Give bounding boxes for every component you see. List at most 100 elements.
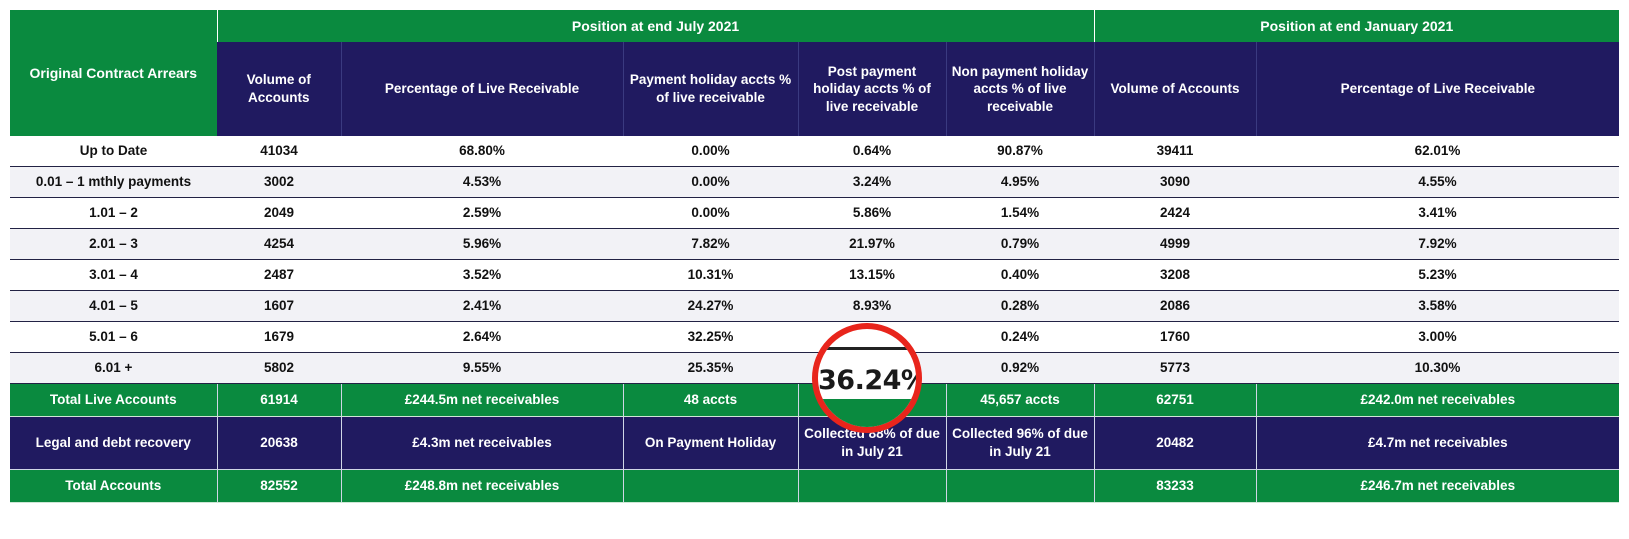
cell: 2.59% — [341, 197, 623, 229]
cell: 10.31% — [623, 259, 798, 291]
cell: 4.95% — [946, 166, 1095, 198]
cell: 3.52% — [341, 259, 623, 291]
arrears-table: Original Contract Arrears Position at en… — [10, 10, 1620, 503]
cell: 25.35% — [623, 352, 798, 384]
cell: On Payment Holiday — [622, 416, 798, 470]
cell: 1679 — [217, 321, 341, 353]
cell: 4.55% — [1256, 166, 1620, 198]
cell: 2.41% — [341, 290, 623, 322]
cell: 0.28% — [946, 290, 1095, 322]
row-label: 5.01 – 6 — [10, 321, 217, 353]
cell: 3.58% — [1256, 290, 1620, 322]
header-col-percentage-january: Percentage of Live Receivable — [1255, 42, 1620, 136]
cell: 0.92% — [946, 352, 1095, 384]
cell: 3090 — [1094, 166, 1257, 198]
row-label: 4.01 – 5 — [10, 290, 217, 322]
row-label: 1.01 – 2 — [10, 197, 217, 229]
cell: 4254 — [217, 228, 341, 260]
cell: 20482 — [1093, 416, 1257, 470]
cell: 83233 — [1093, 469, 1257, 503]
cell: 0.64% — [798, 136, 946, 167]
cell: 13.15% — [798, 259, 946, 291]
table-row: 0.01 – 1 mthly payments 3002 4.53% 0.00%… — [10, 166, 1620, 198]
cell: £4.3m net receivables — [340, 416, 623, 470]
table-row: 2.01 – 3 4254 5.96% 7.82% 21.97% 0.79% 4… — [10, 228, 1620, 260]
header-columns-row: Volume of Accounts Percentage of Live Re… — [10, 42, 1620, 136]
magnified-value: 36.24% — [818, 365, 922, 396]
row-label: 2.01 – 3 — [10, 228, 217, 260]
cell: 41034 — [217, 136, 341, 167]
row-label: 0.01 – 1 mthly payments — [10, 166, 217, 198]
total-accounts-row: Total Accounts 82552 £248.8m net receiva… — [10, 469, 1620, 503]
cell: 3.24% — [798, 166, 946, 198]
cell: 5773 — [1094, 352, 1257, 384]
cell: 3208 — [1094, 259, 1257, 291]
cell: £4.7m net receivables — [1255, 416, 1620, 470]
table-row: 1.01 – 2 2049 2.59% 0.00% 5.86% 1.54% 24… — [10, 197, 1620, 229]
row-label: Total Accounts — [10, 469, 217, 503]
row-label: Up to Date — [10, 136, 217, 167]
cell: 7.82% — [623, 228, 798, 260]
table-row: 4.01 – 5 1607 2.41% 24.27% 8.93% 0.28% 2… — [10, 290, 1620, 322]
cell: 2.64% — [341, 321, 623, 353]
header-col-volume-july: Volume of Accounts — [217, 42, 341, 136]
cell: Collected 96% of due in July 21 — [945, 416, 1095, 470]
cell: 8.93% — [798, 290, 946, 322]
cell: 2424 — [1094, 197, 1257, 229]
cell: 32.25% — [623, 321, 798, 353]
table-body: Up to Date 41034 68.80% 0.00% 0.64% 90.8… — [10, 136, 1620, 503]
row-label: Legal and debt recovery — [10, 416, 217, 470]
header-col-percentage-july: Percentage of Live Receivable — [340, 42, 623, 136]
header-row-label: Original Contract Arrears — [10, 10, 217, 136]
table-row: Up to Date 41034 68.80% 0.00% 0.64% 90.8… — [10, 136, 1620, 167]
cell: 3.41% — [1256, 197, 1620, 229]
header-group-january: Position at end January 2021 — [1093, 10, 1620, 42]
cell: 5.96% — [341, 228, 623, 260]
cell: 3002 — [217, 166, 341, 198]
cell: 10.30% — [1256, 352, 1620, 384]
cell: 21.97% — [798, 228, 946, 260]
cell: 5.86% — [798, 197, 946, 229]
cell: £248.8m net receivables — [340, 469, 623, 503]
row-label: 6.01 + — [10, 352, 217, 384]
cell: 61914 — [216, 383, 341, 417]
row-label: 3.01 – 4 — [10, 259, 217, 291]
header-col-post-payment-holiday: Post payment holiday accts % of live rec… — [797, 42, 946, 136]
cell: 20638 — [216, 416, 341, 470]
cell: £246.7m net receivables — [1255, 469, 1620, 503]
cell: 2487 — [217, 259, 341, 291]
cell: 9.55% — [341, 352, 623, 384]
cell: £244.5m net receivables — [340, 383, 623, 417]
cell: 2086 — [1094, 290, 1257, 322]
magnifier-row-divider — [818, 347, 916, 350]
cell: 39411 — [1094, 136, 1257, 167]
header-group-row: Original Contract Arrears Position at en… — [10, 10, 1620, 136]
cell: 5.23% — [1256, 259, 1620, 291]
cell: 7.92% — [1256, 228, 1620, 260]
cell: 0.79% — [946, 228, 1095, 260]
cell: 48 accts — [622, 383, 798, 417]
header-col-non-payment-holiday: Non payment holiday accts % of live rece… — [945, 42, 1095, 136]
cell: 5802 — [217, 352, 341, 384]
cell: 4.53% — [341, 166, 623, 198]
header-col-volume-january: Volume of Accounts — [1093, 42, 1257, 136]
cell: 1760 — [1094, 321, 1257, 353]
cell: 82552 — [216, 469, 341, 503]
cell: 0.00% — [623, 136, 798, 167]
cell: 45,657 accts — [945, 383, 1095, 417]
cell: 0.00% — [623, 166, 798, 198]
header-group-july: Position at end July 2021 — [216, 10, 1095, 42]
row-label: Total Live Accounts — [10, 383, 217, 417]
cell — [797, 469, 946, 503]
cell: 68.80% — [341, 136, 623, 167]
header-col-payment-holiday: Payment holiday accts % of live receivab… — [622, 42, 798, 136]
cell — [622, 469, 798, 503]
cell: 0.40% — [946, 259, 1095, 291]
cell: 1.54% — [946, 197, 1095, 229]
cell: 90.87% — [946, 136, 1095, 167]
cell: 0.00% — [623, 197, 798, 229]
cell — [945, 469, 1095, 503]
cell: 3.00% — [1256, 321, 1620, 353]
magnifier-green-band — [818, 399, 916, 427]
cell: 0.24% — [946, 321, 1095, 353]
